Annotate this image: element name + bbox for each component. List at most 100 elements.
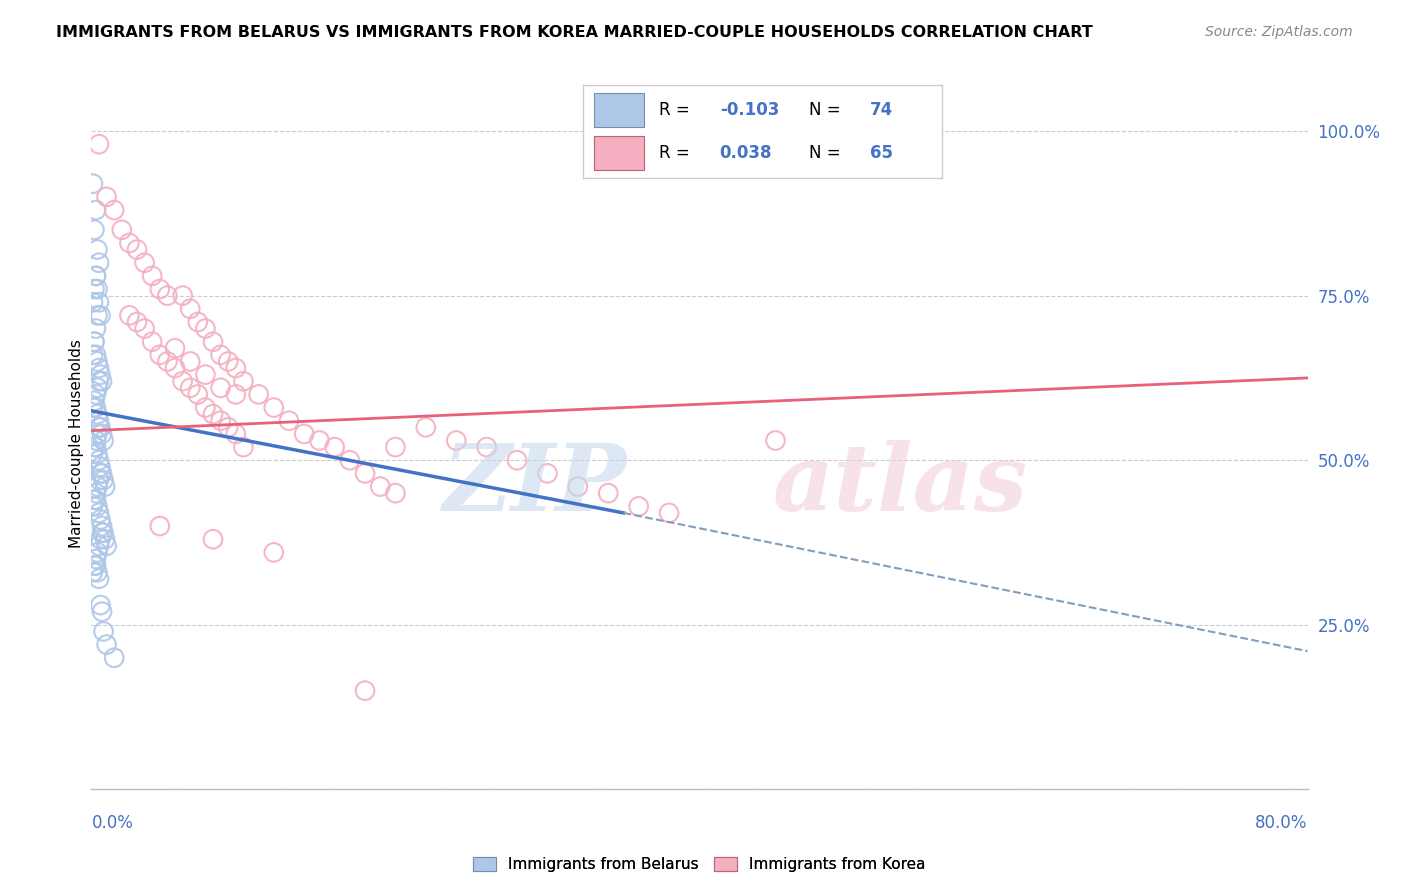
Point [89, 533, 111, 547]
Point [225, 361, 247, 376]
Point [86, 243, 108, 257]
Point [415, 420, 437, 434]
Point [536, 467, 558, 481]
Text: N =: N = [810, 101, 846, 119]
Point [209, 381, 232, 395]
Point [84, 202, 107, 217]
Point [83, 334, 105, 349]
Point [89, 459, 111, 474]
Point [87, 256, 110, 270]
Point [93, 434, 115, 448]
Text: -0.103: -0.103 [720, 101, 779, 119]
Point [217, 420, 239, 434]
Point [354, 467, 377, 481]
Point [83, 394, 105, 409]
Point [94, 533, 117, 547]
Point [93, 473, 115, 487]
Point [156, 354, 179, 368]
Text: R =: R = [659, 145, 695, 162]
Point [91, 426, 114, 441]
Point [765, 434, 787, 448]
Point [163, 341, 186, 355]
Point [156, 288, 179, 302]
Point [86, 545, 108, 559]
Point [125, 315, 148, 329]
Point [86, 354, 108, 368]
Y-axis label: Married-couple Households: Married-couple Households [69, 339, 84, 549]
Point [111, 223, 134, 237]
Point [209, 414, 232, 428]
Point [83, 440, 105, 454]
Point [84, 486, 107, 500]
Point [86, 426, 108, 441]
Point [475, 440, 498, 454]
Point [82, 447, 104, 461]
Point [83, 223, 105, 237]
Point [172, 288, 194, 302]
Point [83, 334, 105, 349]
Text: 65: 65 [870, 145, 893, 162]
Point [94, 479, 117, 493]
Point [202, 334, 225, 349]
Point [82, 348, 104, 362]
Point [87, 453, 110, 467]
Point [84, 401, 107, 415]
Point [89, 420, 111, 434]
Point [125, 243, 148, 257]
Text: IMMIGRANTS FROM BELARUS VS IMMIGRANTS FROM KOREA MARRIED-COUPLE HOUSEHOLDS CORRE: IMMIGRANTS FROM BELARUS VS IMMIGRANTS FR… [56, 25, 1092, 40]
Point [87, 414, 110, 428]
Point [84, 434, 107, 448]
Point [86, 407, 108, 421]
Text: ZIP: ZIP [443, 441, 627, 530]
Legend: Immigrants from Belarus, Immigrants from Korea: Immigrants from Belarus, Immigrants from… [467, 851, 932, 879]
Point [86, 565, 108, 579]
Point [202, 407, 225, 421]
Point [308, 434, 330, 448]
Point [84, 321, 107, 335]
Point [82, 500, 104, 514]
Point [263, 401, 285, 415]
Point [149, 282, 172, 296]
Point [225, 387, 247, 401]
Point [506, 453, 529, 467]
Point [91, 467, 114, 481]
Point [83, 282, 105, 296]
Point [179, 381, 201, 395]
Point [96, 539, 118, 553]
Point [354, 683, 377, 698]
Point [87, 420, 110, 434]
Point [84, 387, 107, 401]
Point [163, 361, 186, 376]
Point [87, 572, 110, 586]
Point [84, 492, 107, 507]
Point [96, 638, 118, 652]
Point [187, 315, 209, 329]
Point [86, 381, 108, 395]
Point [82, 177, 104, 191]
Point [141, 268, 163, 283]
Point [179, 354, 201, 368]
Point [339, 453, 361, 467]
Point [118, 235, 141, 250]
Point [263, 545, 285, 559]
Point [194, 321, 217, 335]
Point [96, 190, 118, 204]
Text: 80.0%: 80.0% [1256, 814, 1308, 831]
Point [187, 387, 209, 401]
Point [247, 387, 270, 401]
Text: N =: N = [810, 145, 846, 162]
Point [87, 374, 110, 388]
Point [83, 558, 105, 573]
Point [89, 309, 111, 323]
Point [86, 309, 108, 323]
Point [87, 137, 110, 152]
FancyBboxPatch shape [595, 93, 644, 127]
Point [89, 467, 111, 481]
Point [134, 256, 156, 270]
Point [323, 440, 346, 454]
Point [103, 202, 125, 217]
Point [567, 479, 589, 493]
Point [598, 486, 620, 500]
Point [179, 301, 201, 316]
Point [89, 598, 111, 612]
